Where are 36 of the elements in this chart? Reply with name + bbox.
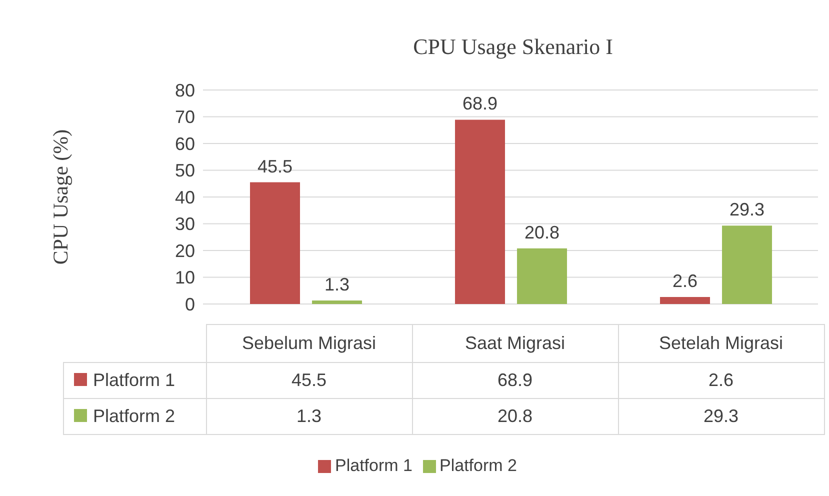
y-tick-label: 10 — [174, 268, 195, 288]
y-tick-label: 20 — [174, 240, 195, 261]
y-tick-label: 30 — [174, 214, 195, 234]
data-label: 68.9 — [412, 362, 618, 398]
text: Platform 2 — [93, 406, 176, 426]
text: 1.3 — [324, 274, 350, 295]
y-tick-label: 0 — [184, 294, 195, 314]
bar — [312, 300, 362, 304]
x-tick-label: Sebelum Migrasi — [206, 324, 412, 362]
bar — [250, 182, 300, 304]
data-label: 29.3 — [618, 398, 824, 434]
data-label: 45.5 — [206, 362, 412, 398]
data-label: 1.3 — [206, 398, 412, 434]
y-tick-label: 80 — [174, 80, 195, 100]
chart-title: CPU Usage Skenario I — [412, 34, 614, 60]
text: 2.6 — [672, 271, 698, 292]
bar — [517, 248, 567, 304]
text: 68.9 — [462, 94, 498, 114]
x-tick-label: Saat Migrasi — [412, 324, 618, 362]
bar — [660, 297, 710, 304]
y-tick-label: 70 — [174, 107, 195, 128]
data-label: 20.8 — [412, 398, 618, 434]
x-tick-label: Setelah Migrasi — [618, 324, 824, 362]
y-axis-title: CPU Usage (%) — [48, 129, 72, 265]
bar — [455, 120, 505, 304]
text: 20.8 — [524, 222, 560, 242]
y-tick-label: 60 — [174, 134, 195, 154]
y-tick-label: 40 — [174, 187, 195, 208]
text: 45.5 — [257, 156, 293, 176]
data-label: 2.6 — [618, 362, 824, 398]
y-tick-label: 50 — [174, 160, 195, 181]
text: 29.3 — [729, 200, 765, 220]
text: Platform 1 — [335, 456, 412, 475]
bar — [722, 226, 772, 304]
legend-label: Platform 1 — [64, 362, 206, 398]
legend-label: Platform 2 — [440, 456, 517, 475]
